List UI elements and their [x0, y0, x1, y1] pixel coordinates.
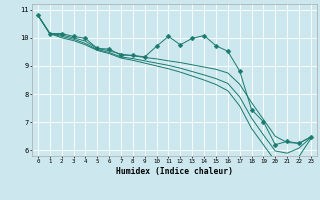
X-axis label: Humidex (Indice chaleur): Humidex (Indice chaleur)	[116, 167, 233, 176]
